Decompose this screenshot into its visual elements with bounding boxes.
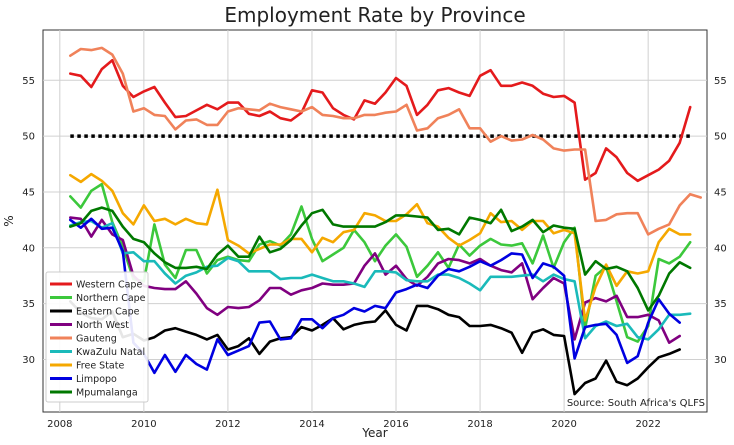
x-tick-label: 2022 xyxy=(635,419,660,430)
y-tick-label-left: 55 xyxy=(22,76,35,87)
y-tick-label-right: 35 xyxy=(714,299,727,310)
y-tick-label-right: 30 xyxy=(714,355,727,366)
legend-label: Eastern Cape xyxy=(76,307,140,318)
x-axis-ticks: 2008 2010 2012 2014 2016 2018 2020 2022 xyxy=(47,419,661,430)
legend-label: Free State xyxy=(76,361,124,372)
y-axis-ticks-right: 30 35 40 45 50 55 xyxy=(714,76,727,366)
legend-label: Gauteng xyxy=(76,334,117,345)
x-tick-label: 2018 xyxy=(467,419,492,430)
x-tick-label: 2008 xyxy=(47,419,72,430)
legend-label: North West xyxy=(76,320,129,331)
legend-label: Northern Cape xyxy=(76,293,146,304)
y-tick-label-left: 45 xyxy=(22,187,35,198)
x-tick-label: 2010 xyxy=(131,419,156,430)
legend-label: Western Cape xyxy=(76,280,142,291)
x-tick-label: 2012 xyxy=(215,419,240,430)
chart-title: Employment Rate by Province xyxy=(224,3,525,27)
legend-label: KwaZulu Natal xyxy=(76,347,145,358)
legend-label: Mpumalanga xyxy=(76,388,138,399)
y-tick-label-left: 40 xyxy=(22,243,35,254)
x-tick-label: 2020 xyxy=(551,419,576,430)
legend-label: Limpopo xyxy=(76,374,117,385)
x-tick-label: 2014 xyxy=(299,419,324,430)
y-axis-ticks-left: 30 35 40 45 50 55 xyxy=(22,76,35,366)
y-tick-label-right: 45 xyxy=(714,187,727,198)
source-note: Source: South Africa's QLFS xyxy=(567,398,705,409)
y-tick-label-left: 35 xyxy=(22,299,35,310)
x-axis-label: Year xyxy=(361,426,387,440)
y-tick-label-left: 30 xyxy=(22,355,35,366)
y-tick-label-right: 40 xyxy=(714,243,727,254)
legend: Western Cape Northern Cape Eastern Cape Nor… xyxy=(46,272,148,402)
y-tick-label-right: 50 xyxy=(714,132,727,143)
y-tick-label-right: 55 xyxy=(714,76,727,87)
y-tick-label-left: 50 xyxy=(22,132,35,143)
y-axis-label: % xyxy=(2,215,16,226)
